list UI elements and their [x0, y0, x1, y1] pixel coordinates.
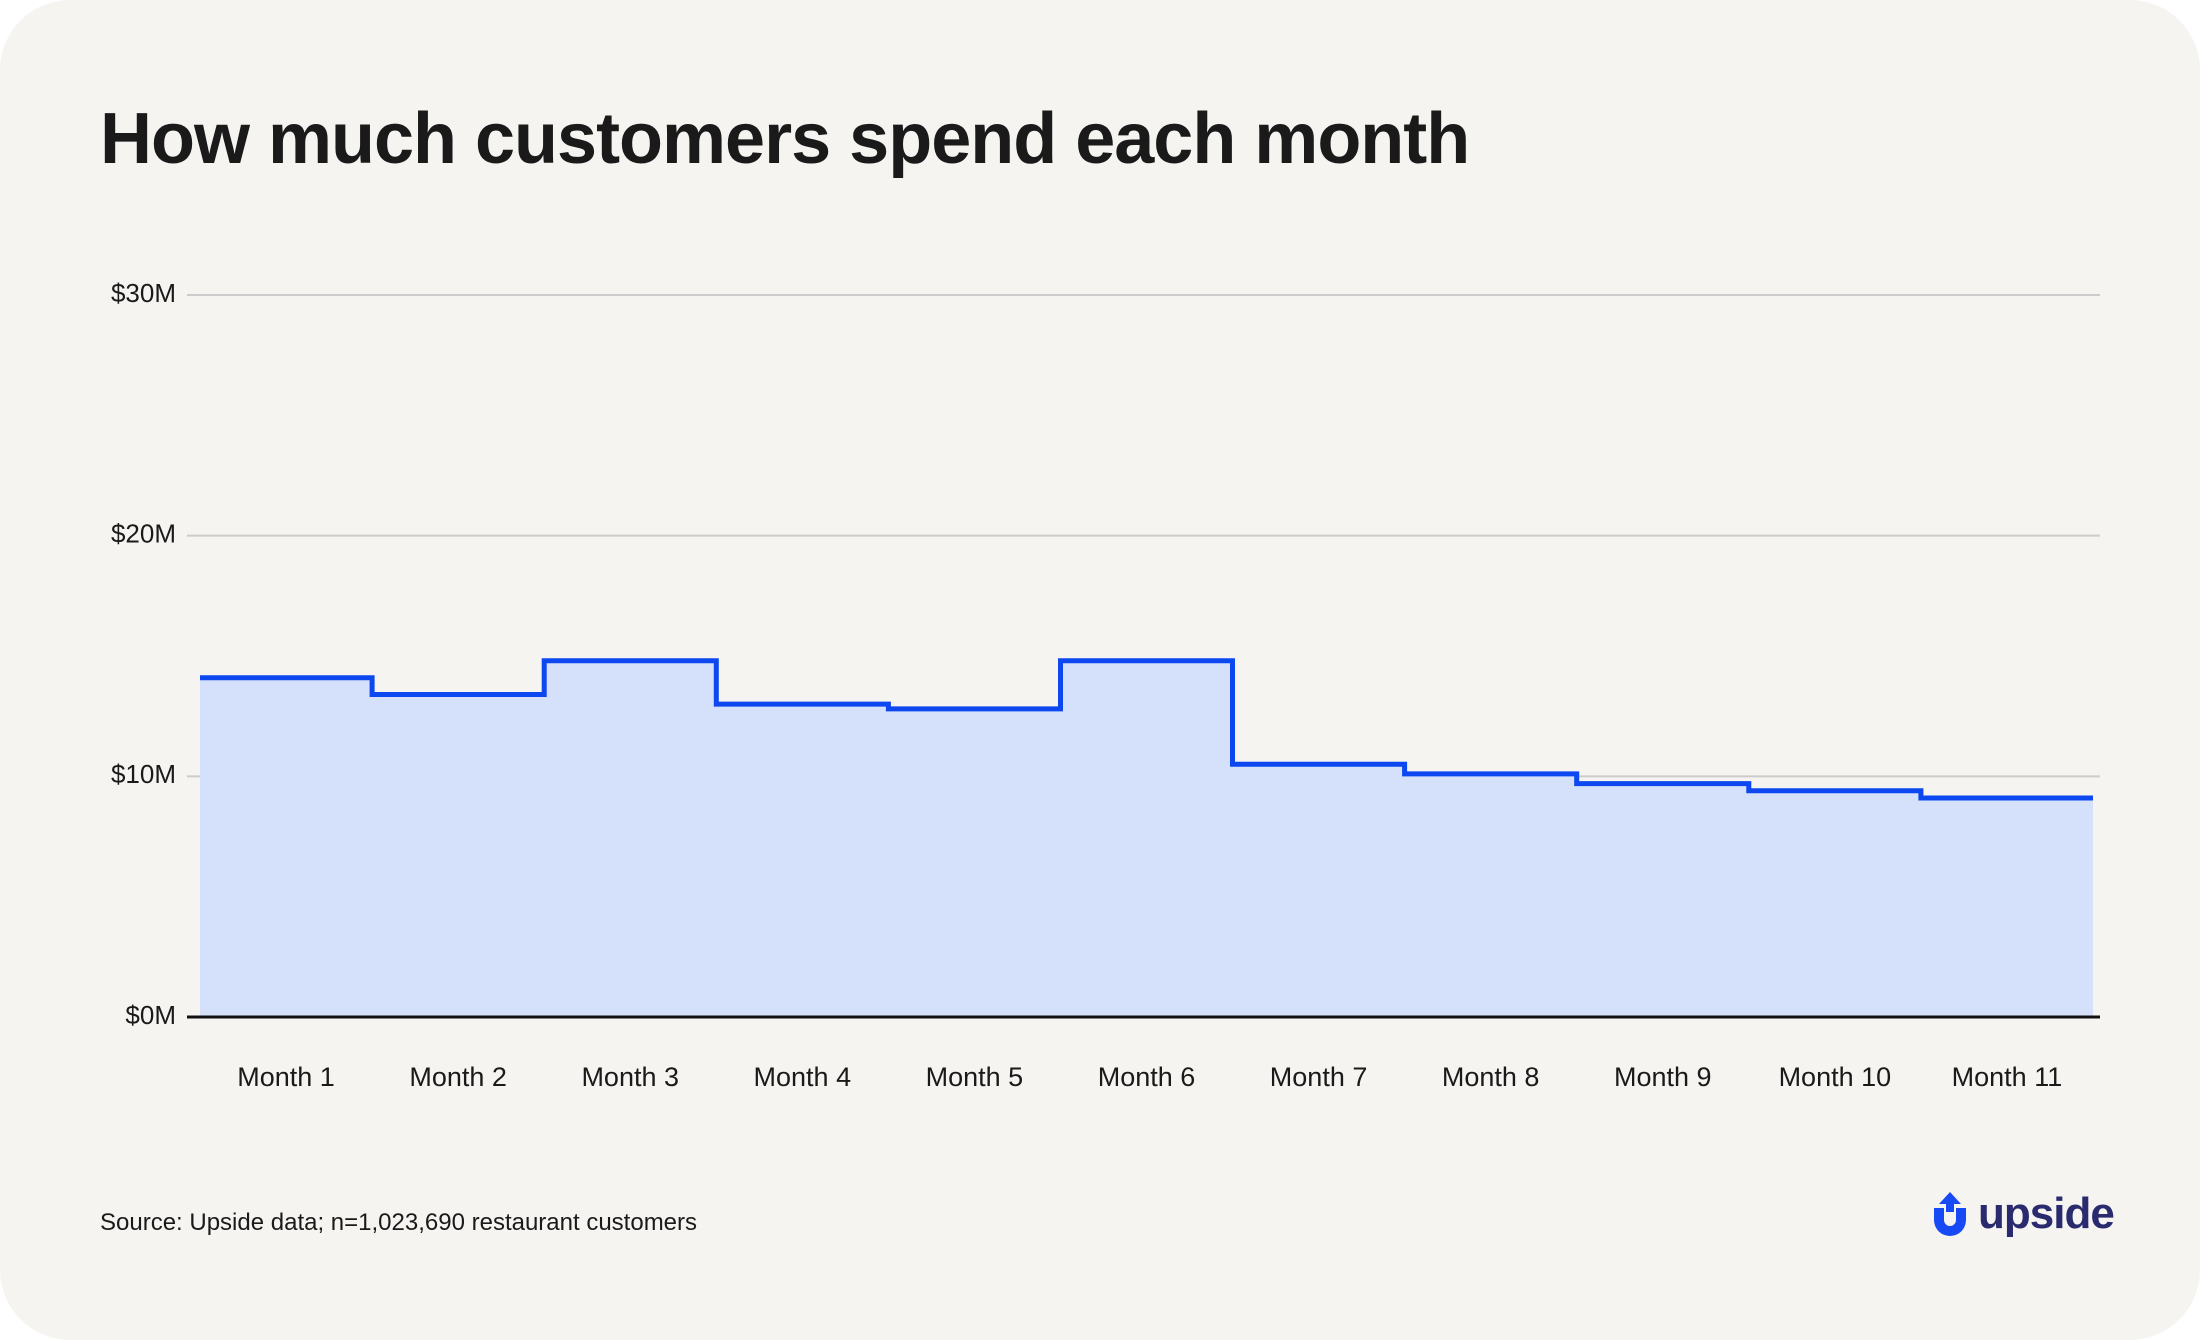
y-tick-label: $0M [125, 1000, 176, 1030]
x-tick-label: Month 9 [1614, 1062, 1712, 1092]
y-tick-label: $30M [111, 278, 176, 308]
x-tick-label: Month 11 [1952, 1062, 2063, 1092]
x-axis-tick-labels: Month 1 Month 2 Month 3 Month 4 Month 5 Month… [237, 1062, 2062, 1092]
source-note: Source: Upside data; n=1,023,690 restaur… [100, 1209, 698, 1236]
spend-step-line [200, 658, 2093, 801]
x-tick-label: Month 7 [1270, 1062, 1368, 1092]
upside-logo-text: upside [1978, 1189, 2115, 1238]
x-tick-label: Month 3 [581, 1062, 679, 1092]
y-tick-label: $10M [111, 759, 176, 789]
x-tick-label: Month 2 [409, 1062, 507, 1092]
x-tick-label: Month 5 [926, 1062, 1024, 1092]
upside-arrow-icon [1934, 1192, 1966, 1236]
x-tick-label: Month 4 [754, 1062, 852, 1092]
x-tick-label: Month 1 [237, 1062, 335, 1092]
spend-area-fill [200, 660, 2093, 1017]
y-axis-tick-labels: $0M $10M $20M $30M [111, 278, 176, 1030]
chart-title: How much customers spend each month [100, 99, 1470, 179]
upside-logo: upside [1930, 1188, 2115, 1240]
x-tick-label: Month 8 [1442, 1062, 1540, 1092]
y-tick-label: $20M [111, 519, 176, 549]
x-tick-label: Month 10 [1779, 1062, 1892, 1092]
x-tick-label: Month 6 [1098, 1062, 1196, 1092]
